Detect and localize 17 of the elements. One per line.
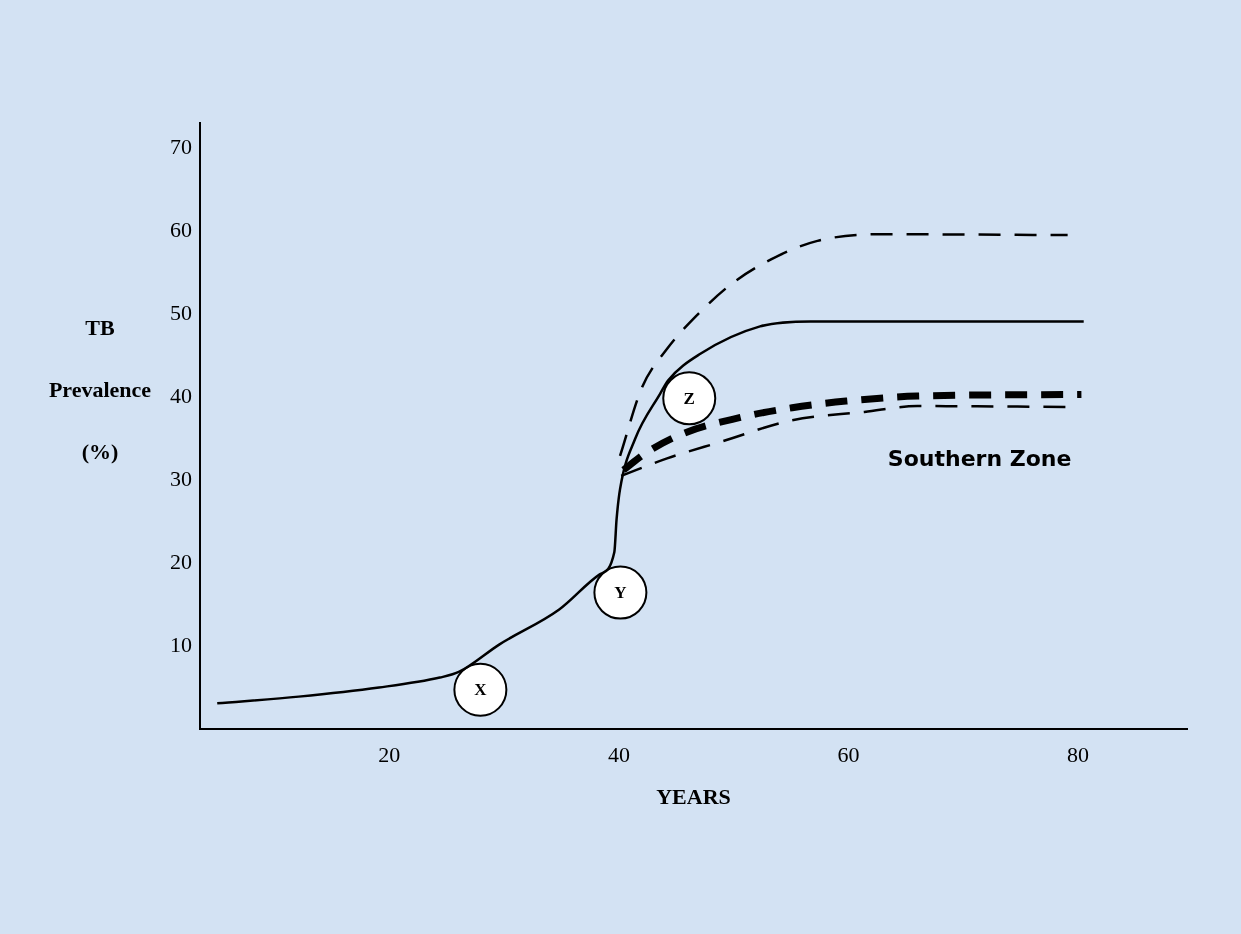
x-tick-label: 20 — [378, 741, 401, 767]
y-tick-label: 10 — [170, 631, 192, 657]
y-tick-label: 70 — [170, 133, 192, 159]
x-tick-label: 80 — [1066, 741, 1089, 767]
annotation: Y — [614, 582, 627, 602]
y-tick-label: 40 — [170, 382, 192, 408]
text: TB Prevalence (%) — [48, 314, 152, 464]
annotation: X — [474, 680, 488, 700]
y-tick-label: 30 — [170, 465, 192, 491]
x-axis-title: YEARS — [656, 783, 731, 809]
text: Southern Zone — [887, 446, 1072, 472]
y-tick-label: 60 — [170, 216, 192, 242]
y-tick-label: 20 — [170, 548, 192, 574]
x-tick-label: 60 — [837, 741, 860, 767]
y-tick-label: 50 — [170, 299, 192, 325]
annotation: Z — [683, 388, 695, 408]
x-tick-label: 40 — [607, 741, 630, 767]
